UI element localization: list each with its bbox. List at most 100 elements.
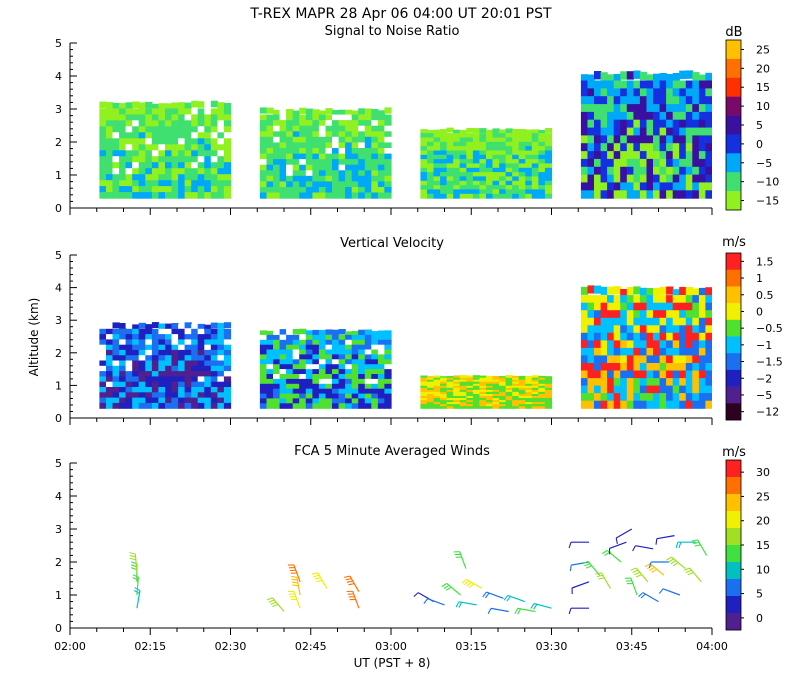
data-cell [138, 365, 146, 372]
data-cell [698, 347, 707, 356]
data-cell [544, 146, 553, 151]
data-cell [112, 108, 120, 115]
wind-barb [423, 598, 445, 606]
data-cell [119, 339, 127, 346]
data-cell [420, 141, 428, 147]
data-cell [299, 344, 307, 351]
data-block [420, 375, 553, 409]
data-cell [217, 339, 225, 346]
data-cell [518, 150, 526, 156]
data-cell [531, 391, 539, 395]
data-cell [332, 159, 340, 166]
data-cell [446, 398, 454, 401]
data-cell [538, 193, 546, 199]
data-cell [210, 349, 218, 356]
data-cell [305, 398, 313, 404]
data-cell [312, 388, 320, 395]
data-cell [178, 324, 186, 330]
data-cell [132, 376, 140, 383]
data-cell [99, 376, 107, 383]
data-cell [384, 107, 392, 114]
data-cell [138, 328, 146, 335]
data-cell [600, 72, 608, 81]
data-cell [132, 108, 140, 115]
data-cell [679, 174, 687, 183]
data-cell [119, 186, 127, 193]
data-cell [145, 371, 153, 377]
data-cell [312, 349, 320, 355]
data-cell [705, 88, 712, 97]
wind-barb [503, 594, 526, 603]
data-cell [685, 332, 693, 341]
data-cell [672, 385, 680, 394]
colorbar-tick-label: 20 [756, 62, 770, 75]
data-cell [204, 108, 212, 115]
data-cell [106, 324, 114, 331]
data-cell [318, 114, 327, 121]
data-cell [384, 136, 392, 143]
data-cell [698, 302, 707, 311]
data-cell [184, 150, 192, 157]
data-cell [531, 400, 539, 403]
data-cell [305, 114, 313, 121]
data-cell [659, 393, 667, 402]
data-cell [371, 388, 379, 395]
data-cell [698, 127, 707, 136]
data-cell [433, 379, 441, 383]
data-cell [191, 402, 199, 409]
data-cell [299, 364, 307, 370]
data-cell [544, 394, 553, 397]
data-cell [538, 375, 546, 379]
data-cell [345, 120, 353, 127]
data-cell [99, 174, 107, 181]
data-cell [685, 119, 693, 129]
data-cell [486, 193, 494, 199]
data-cell [371, 131, 379, 138]
data-cell [472, 141, 481, 147]
data-cell [420, 172, 428, 177]
data-cell [364, 339, 372, 346]
barb-flag [638, 592, 644, 598]
data-cell [292, 398, 300, 404]
data-cell [525, 396, 533, 399]
data-cell [145, 150, 153, 157]
data-cell [600, 80, 608, 89]
data-cell [312, 403, 320, 409]
data-cell [679, 143, 687, 152]
data-cell [358, 359, 366, 365]
data-cell [499, 167, 507, 173]
data-cell [210, 355, 218, 362]
data-cell [191, 349, 199, 356]
data-cell [292, 175, 300, 182]
data-cell [119, 168, 127, 175]
data-cell [653, 340, 661, 349]
data-cell [377, 388, 386, 395]
data-cell [479, 137, 487, 143]
data-cell [171, 344, 179, 351]
data-cell [685, 363, 693, 372]
data-cell [112, 192, 120, 199]
data-cell [512, 402, 520, 405]
data-cell [580, 400, 589, 409]
data-cell [620, 363, 628, 372]
data-cell [705, 104, 712, 113]
data-cell [531, 180, 539, 186]
data-cell [351, 349, 359, 355]
data-cell [279, 114, 287, 121]
data-cell [600, 119, 608, 129]
data-cell [486, 172, 494, 177]
barb-flag [458, 602, 463, 608]
data-cell [371, 349, 379, 355]
data-cell [459, 389, 467, 393]
data-cell [138, 132, 146, 139]
data-cell [518, 159, 526, 164]
data-cell [279, 136, 287, 143]
data-cell [499, 154, 507, 160]
data-cell [613, 174, 621, 183]
data-cell [420, 375, 428, 379]
data-cell [626, 287, 634, 296]
data-cell [358, 378, 366, 385]
data-cell [158, 397, 166, 404]
data-cell [384, 403, 392, 409]
data-cell [358, 153, 366, 160]
